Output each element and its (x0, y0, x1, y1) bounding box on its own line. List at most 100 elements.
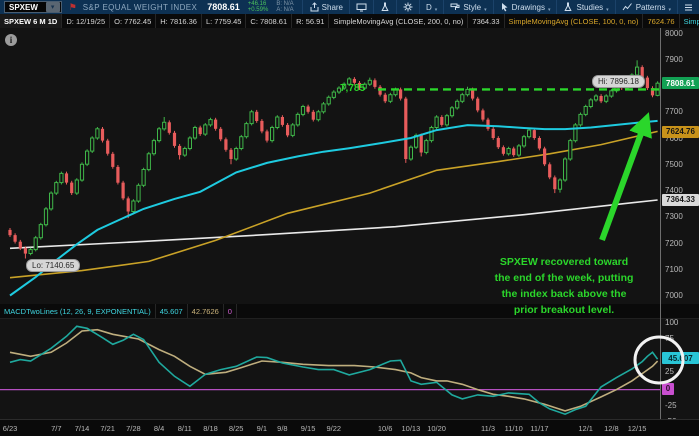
sma100-line (9, 130, 658, 279)
note-line: the index back above the (501, 288, 627, 300)
patterns-button[interactable]: Patterns ▾ (614, 0, 677, 14)
top-toolbar: SPXEW ▾ ⚑ S&P EQUAL WEIGHT INDEX 7808.61… (0, 0, 699, 14)
macd-value: 45.607 (156, 304, 188, 318)
date-tick-label: 7/14 (74, 424, 90, 433)
monitor-icon (356, 2, 367, 12)
price-axis-badge: 7808.61 (662, 77, 699, 90)
date-tick-label: 8/11 (177, 424, 192, 433)
macd-status-row: MACDTwoLines (12, 26, 9, EXPONENTIAL) 45… (0, 304, 699, 318)
circle-annotation[interactable] (633, 335, 685, 385)
status-close: C: 7808.61 (246, 14, 293, 28)
price-axis[interactable]: 8000 7900 7700 7600 7500 7400 7300 7200 7100 7000… (660, 28, 699, 426)
date-tick-label: 7/21 (100, 424, 115, 433)
date-tick-label: 10/6 (377, 424, 393, 433)
date-tick-label: 8/18 (203, 424, 218, 433)
style-icon (450, 2, 460, 12)
high-marker-bubble: Hi: 7896.18 (592, 75, 645, 88)
studies-label: Studies (576, 2, 604, 12)
settings-button[interactable] (396, 0, 419, 14)
low-marker-bubble: Lo: 7140.65 (26, 259, 81, 272)
sma100-value: 7624.76 (643, 14, 680, 28)
macd-study-panel[interactable] (0, 318, 699, 419)
info-icon[interactable]: i (5, 34, 17, 46)
ask-value: A: N/A (276, 7, 294, 13)
share-button[interactable]: Share (301, 0, 349, 14)
timeframe-button[interactable]: D ▾ (419, 0, 443, 14)
up-arrow-annotation[interactable] (599, 112, 652, 242)
price-tick-label: 7700 (665, 107, 683, 117)
date-tick-label: 12/15 (627, 424, 647, 433)
drawings-button[interactable]: Drawings ▾ (492, 0, 557, 14)
cursor-icon (500, 2, 509, 12)
date-tick-label: 7/28 (126, 424, 141, 433)
macd-tick-label: 100 (665, 317, 679, 327)
sma50-label-truncated[interactable]: Simple... (680, 14, 699, 28)
list-icon (684, 3, 693, 12)
change-percent: +0.59% (247, 7, 269, 13)
flask-icon (380, 2, 390, 12)
date-tick-label: 11/3 (480, 424, 496, 433)
note-line: the end of the week, putting (494, 272, 634, 284)
status-range: R: 56.91 (292, 14, 330, 28)
symbol-value: SPXEW (9, 2, 38, 12)
patterns-label: Patterns (635, 2, 666, 12)
date-tick-label: 8/4 (153, 424, 165, 433)
sma200-label[interactable]: SimpleMovingAvg (CLOSE, 200, 0, no) (329, 14, 469, 28)
bid-value: B: N/A (276, 1, 294, 7)
drawings-label: Drawings (511, 2, 545, 12)
date-tick-label: 9/8 (277, 424, 288, 433)
gear-icon (403, 2, 413, 12)
date-tick-label: 9/22 (326, 424, 342, 433)
style-label: Style (463, 2, 482, 12)
symbol-input[interactable]: SPXEW ▾ (4, 1, 62, 13)
date-tick-label: 11/17 (530, 424, 549, 433)
date-tick-label: 8/25 (228, 424, 244, 433)
macd-tick-label: 25 (665, 367, 674, 377)
status-low: L: 7759.45 (202, 14, 247, 28)
status-date: D: 12/19/25 (62, 14, 111, 28)
candlestick-plot (8, 60, 660, 297)
date-tick-label: 12/8 (604, 424, 619, 433)
studies-button[interactable]: Studies ▾ (556, 0, 614, 14)
price-tick-label: 7900 (665, 54, 683, 64)
price-change: +46.16 +0.59% (248, 1, 269, 13)
price-tick-label: 7600 (665, 133, 683, 143)
macd-plot (0, 325, 685, 416)
index-name: S&P EQUAL WEIGHT INDEX (82, 2, 198, 12)
date-tick-label: 10/20 (427, 424, 446, 433)
macd-zero-value: 0 (224, 304, 237, 318)
note-line: prior breakout level. (513, 304, 615, 316)
chevron-down-icon: ▾ (668, 7, 671, 13)
flag-icon[interactable]: ⚑ (68, 1, 77, 12)
price-tick-label: 7200 (665, 238, 683, 248)
chart-status-row: SPXEW 6 M 1D D: 12/19/25 O: 7762.45 H: 7… (0, 14, 699, 28)
alerts-button[interactable] (349, 0, 373, 14)
date-axis[interactable]: 6/23 7/7 7/14 7/21 7/28 8/4 8/11 8/18 8/25 9/1 9/8… (0, 419, 699, 436)
style-button[interactable]: Style ▾ (443, 0, 492, 14)
chevron-down-icon: ▾ (606, 7, 609, 13)
macd-axis-badge: 45.607 (662, 352, 699, 365)
sma200-value: 7364.33 (468, 14, 505, 28)
breakout-level-label: 7,785 (340, 83, 366, 94)
price-tick-label: 7000 (665, 291, 683, 300)
sma200-line (9, 199, 658, 250)
change-value: +46.16 (247, 1, 267, 7)
date-tick-label: 9/1 (256, 424, 268, 433)
share-icon (309, 2, 319, 12)
price-tick-label: 7300 (665, 212, 683, 222)
candlestick-series (8, 60, 660, 259)
sma100-label[interactable]: SimpleMovingAvg (CLOSE, 100, 0, no) (505, 14, 644, 28)
symbol-dropdown-button[interactable]: ▾ (45, 2, 60, 12)
macd-axis-badge: 0 (662, 382, 674, 395)
date-tick-label: 6/23 (2, 424, 18, 433)
quick-study-button[interactable] (373, 0, 396, 14)
chart-title: SPXEW 6 M 1D (0, 14, 63, 28)
sma50-line (9, 119, 658, 297)
macd-label[interactable]: MACDTwoLines (12, 26, 9, EXPONENTIAL) (0, 304, 156, 318)
macd-value-line (9, 325, 659, 416)
menu-button[interactable] (677, 0, 699, 14)
price-tick-label: 7100 (665, 264, 683, 274)
date-tick-label: 10/13 (401, 424, 421, 433)
main-price-chart[interactable]: i 7,785 Hi: 7896.18 Lo: 7140.65 SPXEW re… (0, 28, 699, 316)
